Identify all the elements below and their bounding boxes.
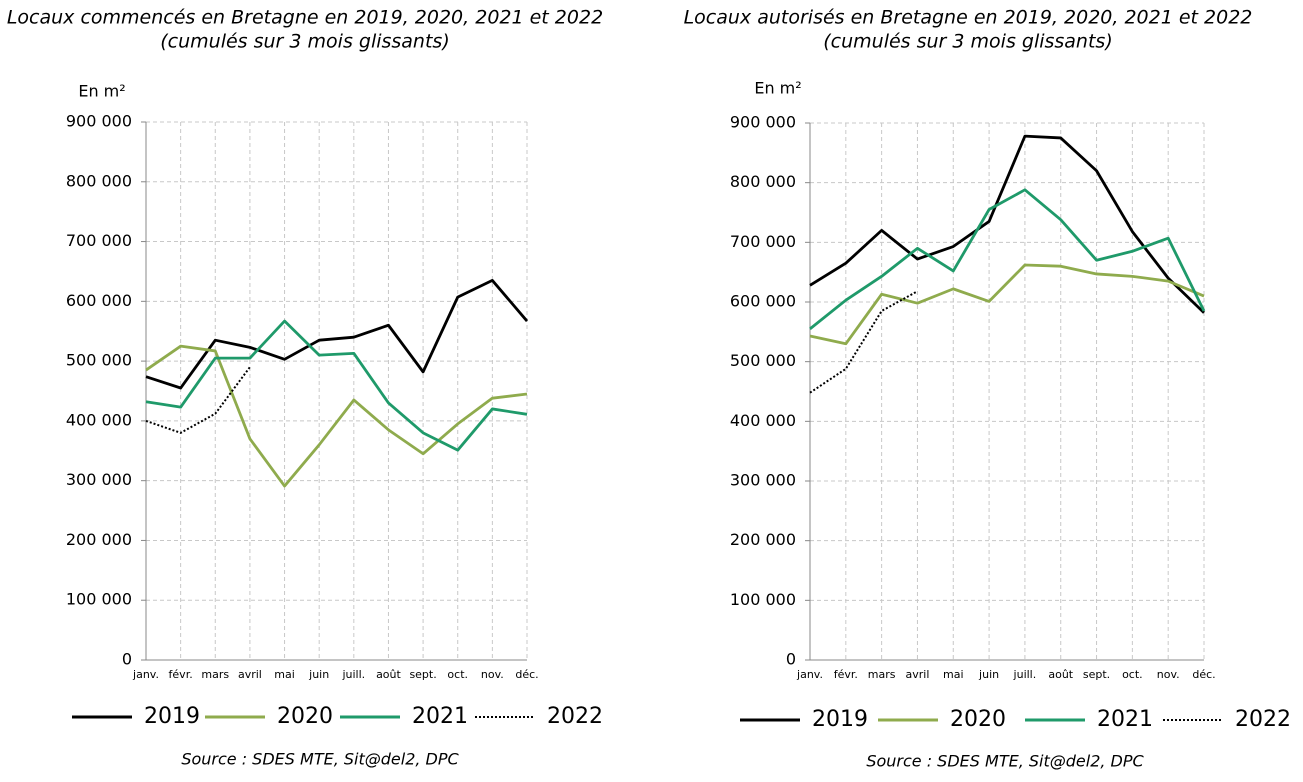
legend-label: 2019 xyxy=(812,707,868,732)
x-tick-label: juill. xyxy=(341,668,365,681)
y-tick-label: 200 000 xyxy=(66,530,132,549)
legend-label: 2020 xyxy=(950,707,1006,732)
y-tick-label: 600 000 xyxy=(66,291,132,310)
y-axis-label: En m² xyxy=(754,79,801,98)
legend-label: 2020 xyxy=(277,704,333,729)
y-tick-label: 800 000 xyxy=(66,171,132,190)
chart-title: Locaux commencés en Bretagne en 2019, 20… xyxy=(7,7,603,29)
x-tick-label: nov. xyxy=(481,668,504,681)
y-tick-label: 300 000 xyxy=(66,470,132,489)
y-tick-label: 700 000 xyxy=(66,231,132,250)
x-tick-label: mars xyxy=(201,668,229,681)
y-tick-label: 100 000 xyxy=(66,590,132,609)
series-line xyxy=(145,319,528,452)
y-tick-label: 400 000 xyxy=(730,411,796,430)
x-tick-label: sept. xyxy=(1083,668,1110,681)
legend-label: 2022 xyxy=(547,704,603,729)
y-axis-label: En m² xyxy=(78,82,125,101)
source-note: Source : SDES MTE, Sit@del2, DPC xyxy=(181,750,459,769)
x-tick-label: mars xyxy=(868,668,896,681)
y-tick-label: 500 000 xyxy=(66,351,132,370)
y-tick-label: 600 000 xyxy=(730,292,796,311)
series-line xyxy=(809,290,918,394)
x-tick-label: avril xyxy=(906,668,930,681)
x-tick-label: mai xyxy=(274,668,295,681)
series-line xyxy=(809,263,1205,346)
x-tick-label: déc. xyxy=(515,668,538,681)
x-tick-label: sept. xyxy=(409,668,436,681)
legend-label: 2021 xyxy=(412,704,468,729)
chart-subtitle: (cumulés sur 3 mois glissants) xyxy=(160,31,450,53)
x-tick-label: août xyxy=(376,668,401,681)
x-tick-label: janv. xyxy=(132,668,159,681)
y-tick-label: 800 000 xyxy=(730,172,796,191)
source-note: Source : SDES MTE, Sit@del2, DPC xyxy=(866,752,1144,771)
legend-label: 2019 xyxy=(144,704,200,729)
y-tick-label: 200 000 xyxy=(730,530,796,549)
x-tick-label: févr. xyxy=(834,668,858,681)
y-tick-label: 0 xyxy=(786,650,796,669)
x-tick-label: janv. xyxy=(796,668,823,681)
x-tick-label: juin xyxy=(308,668,329,681)
x-tick-label: juill. xyxy=(1013,668,1037,681)
series-line xyxy=(809,134,1205,314)
y-tick-label: 100 000 xyxy=(730,590,796,609)
y-tick-label: 900 000 xyxy=(730,113,796,132)
x-tick-label: août xyxy=(1048,668,1073,681)
series-line xyxy=(145,344,528,488)
series-line xyxy=(145,279,529,390)
legend-label: 2021 xyxy=(1097,707,1153,732)
chart-title: Locaux autorisés en Bretagne en 2019, 20… xyxy=(684,7,1253,29)
y-tick-label: 0 xyxy=(122,650,132,669)
series-line xyxy=(809,188,1206,330)
x-tick-label: avril xyxy=(238,668,262,681)
y-tick-label: 700 000 xyxy=(730,232,796,251)
x-tick-label: oct. xyxy=(1122,668,1143,681)
y-tick-label: 900 000 xyxy=(66,112,132,131)
x-tick-label: déc. xyxy=(1192,668,1215,681)
chart-subtitle: (cumulés sur 3 mois glissants) xyxy=(823,31,1113,53)
y-tick-label: 500 000 xyxy=(730,351,796,370)
x-tick-label: oct. xyxy=(447,668,468,681)
legend-label: 2022 xyxy=(1235,707,1291,732)
y-tick-label: 400 000 xyxy=(66,410,132,429)
x-tick-label: févr. xyxy=(169,668,193,681)
x-tick-label: nov. xyxy=(1157,668,1180,681)
series-line xyxy=(145,366,251,434)
y-tick-label: 300 000 xyxy=(730,471,796,490)
x-tick-label: mai xyxy=(943,668,964,681)
x-tick-label: juin xyxy=(978,668,999,681)
